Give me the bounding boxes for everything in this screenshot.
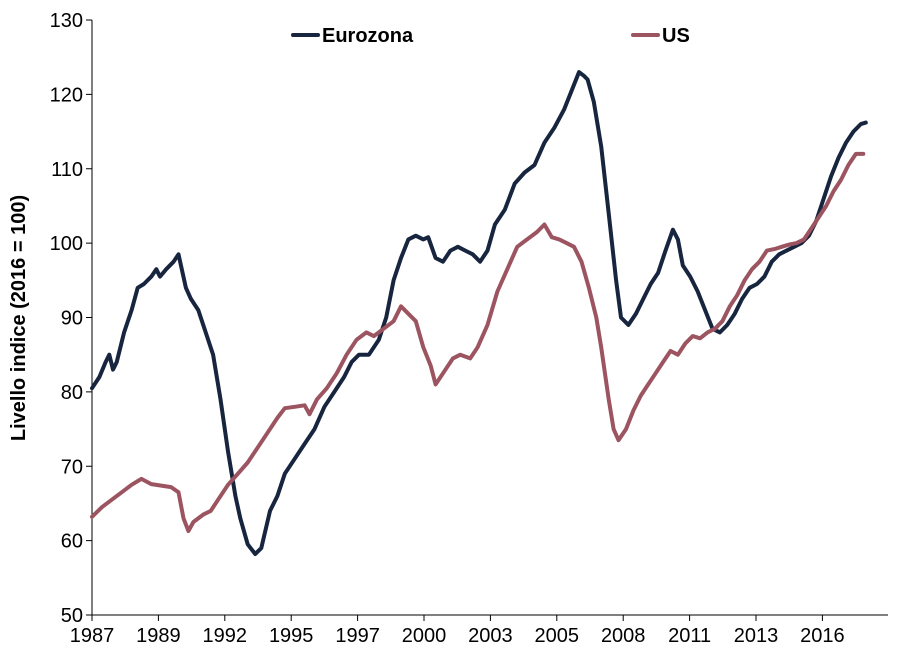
x-tick-label: 1987 xyxy=(70,625,115,647)
x-tick-label: 1992 xyxy=(203,625,248,647)
x-tick-label: 2005 xyxy=(535,625,580,647)
x-tick-label: 2016 xyxy=(800,625,845,647)
legend-label-eurozona: Eurozona xyxy=(322,25,414,47)
y-tick-label: 80 xyxy=(61,382,83,404)
y-tick-label: 50 xyxy=(61,605,83,627)
y-axis-title: Livello indice (2016 = 100) xyxy=(8,195,30,441)
y-tick-label: 60 xyxy=(61,531,83,553)
x-tick-label: 1989 xyxy=(136,625,181,647)
y-tick-label: 110 xyxy=(51,159,83,181)
x-axis: 1987 1989 1992 1995 1997 2000 2003 2005 2008 2011… xyxy=(70,614,888,647)
y-axis: 50 60 70 80 90 100 110 120 130 xyxy=(50,10,93,627)
y-tick-label: 70 xyxy=(61,456,83,478)
series-line-us xyxy=(90,151,866,533)
y-tick-label: 100 xyxy=(50,233,83,255)
x-tick-label: 2003 xyxy=(468,625,513,647)
y-tick-label: 120 xyxy=(50,84,83,106)
x-tick-label: 2013 xyxy=(734,625,779,647)
x-tick-label: 2011 xyxy=(668,625,711,647)
legend-label-us: US xyxy=(662,25,690,47)
x-tick-label: 2000 xyxy=(402,625,447,647)
series-line-eurozona xyxy=(90,70,868,556)
x-tick-label: 1997 xyxy=(335,625,380,647)
y-tick-label: 130 xyxy=(50,10,83,32)
x-tick-label: 1995 xyxy=(269,625,314,647)
series-layer xyxy=(90,70,868,556)
legend: Eurozona US xyxy=(291,25,690,47)
x-tick-label: 2008 xyxy=(601,625,646,647)
y-tick-label: 90 xyxy=(61,308,83,330)
